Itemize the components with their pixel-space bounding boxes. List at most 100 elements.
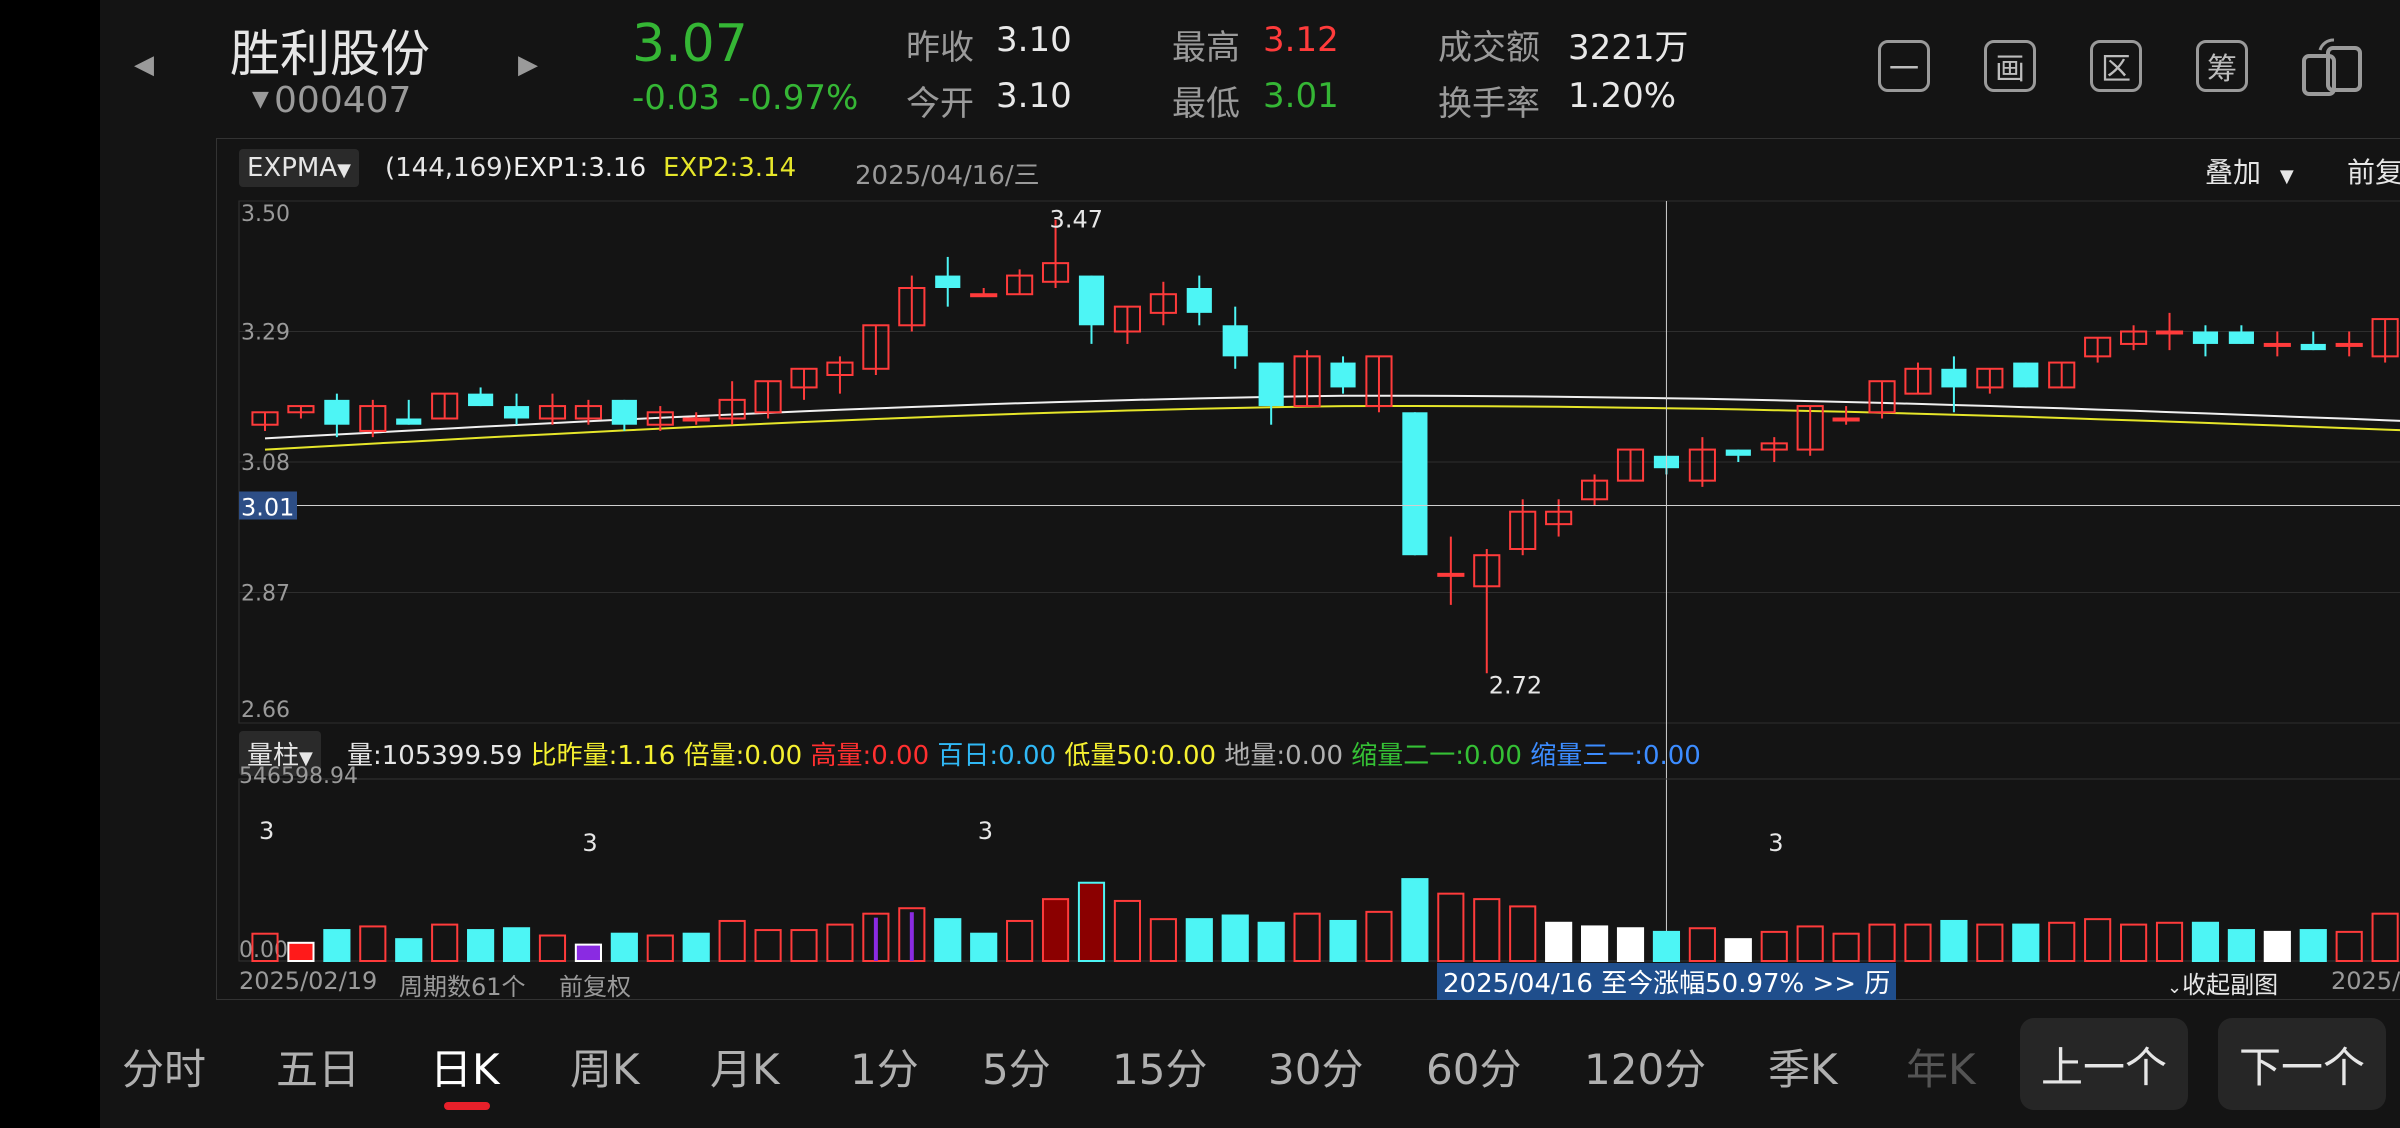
vol-item-low50: 低量50:0.00 bbox=[1064, 741, 1217, 771]
candle-body bbox=[1796, 405, 1824, 451]
volume-bar bbox=[2227, 929, 2255, 962]
candle-body bbox=[862, 324, 890, 370]
adjust-dropdown[interactable]: 前复权▼ bbox=[2347, 151, 2400, 191]
candle-body bbox=[790, 367, 818, 389]
tab-yearly-k[interactable]: 年K bbox=[1906, 1045, 1976, 1094]
start-date: 2025/02/19 bbox=[239, 967, 378, 995]
prev-close-value: 3.10 bbox=[996, 20, 1072, 60]
volume-bar bbox=[1401, 878, 1429, 962]
volume-bar bbox=[2299, 929, 2327, 962]
tab-120min[interactable]: 120分 bbox=[1584, 1045, 1707, 1094]
y-tick-label: 3.08 bbox=[241, 451, 290, 476]
volume-bar bbox=[251, 932, 279, 963]
tab-5min[interactable]: 5分 bbox=[982, 1045, 1051, 1094]
volume-bar bbox=[1365, 910, 1393, 962]
main-indicator-selector[interactable]: EXPMA▼ bbox=[239, 149, 359, 187]
overlay-dropdown[interactable]: 叠加 ▼ bbox=[2205, 151, 2294, 191]
candle-body bbox=[1293, 355, 1321, 408]
prev-close-label: 昨收 bbox=[906, 28, 974, 68]
volume-signal-mark: 3 bbox=[978, 817, 993, 845]
tab-five-day[interactable]: 五日 bbox=[276, 1045, 361, 1094]
candle-body bbox=[1078, 275, 1105, 326]
crosshair-price-label: 3.01 bbox=[241, 494, 294, 522]
y-tick-label: 3.50 bbox=[241, 202, 290, 227]
volume-bar bbox=[1149, 918, 1177, 963]
volume-bar bbox=[2371, 912, 2399, 962]
next-stock-arrow-icon[interactable]: ▶ bbox=[518, 50, 538, 80]
stock-app: ◀ 胜利股份 ▶ ▼ 000407 3.07 -0.03 -0.97% 昨收 3… bbox=[100, 0, 2400, 1128]
y-tick-label: 3.29 bbox=[241, 321, 290, 346]
volume-bar bbox=[1580, 925, 1609, 962]
caret-down-icon: ▼ bbox=[337, 160, 351, 181]
candle-body bbox=[718, 398, 746, 420]
tab-60min[interactable]: 60分 bbox=[1426, 1045, 1522, 1094]
volume-bar bbox=[1329, 919, 1357, 963]
volume-bar bbox=[754, 929, 782, 962]
vol-item-volume: 量:105399.59 bbox=[347, 741, 523, 771]
min-price-label: 2.72 bbox=[1489, 672, 1542, 700]
rotate-screen-icon[interactable] bbox=[2300, 36, 2364, 100]
candle-body bbox=[2263, 342, 2291, 347]
candle-body bbox=[1330, 362, 1356, 388]
candle-body bbox=[1545, 510, 1573, 526]
volume-bar bbox=[826, 923, 854, 962]
candle-body bbox=[1725, 449, 1751, 456]
volume-bar bbox=[1077, 881, 1106, 962]
volume-bar bbox=[467, 929, 495, 962]
draw-icon[interactable]: 画 bbox=[1984, 40, 2036, 92]
stock-code-selector[interactable]: ▼ 000407 bbox=[252, 80, 411, 121]
volume-bar bbox=[1616, 927, 1645, 962]
vol-item-double: 倍量:0.00 bbox=[683, 741, 803, 771]
range-gain-info[interactable]: 2025/04/16 至今涨幅50.97% >> 历 bbox=[1437, 963, 1897, 1000]
prev-stock-arrow-icon[interactable]: ◀ bbox=[134, 50, 154, 80]
chips-icon[interactable]: 筹 bbox=[2196, 40, 2248, 92]
candle-body bbox=[970, 293, 998, 298]
tab-daily-k[interactable]: 日K bbox=[430, 1045, 500, 1094]
candle-body bbox=[1149, 293, 1177, 314]
volume-bar bbox=[287, 941, 315, 962]
volume-indicator-name: 量柱 bbox=[247, 741, 300, 771]
volume-bar bbox=[1113, 899, 1142, 963]
tab-30min[interactable]: 30分 bbox=[1268, 1045, 1364, 1094]
prev-stock-button[interactable]: 上一个 bbox=[2020, 1018, 2188, 1110]
volume-bar bbox=[610, 932, 638, 963]
tab-1min[interactable]: 1分 bbox=[850, 1045, 919, 1094]
kline-chart-panel[interactable]: EXPMA▼ (144,169) EXP1:3.16 EXP2:3.14 202… bbox=[216, 138, 2400, 1001]
vol-item-ground: 地量:0.00 bbox=[1224, 741, 1343, 771]
volume-bar bbox=[1257, 921, 1285, 963]
candle-body bbox=[898, 287, 926, 327]
candle-body bbox=[1580, 479, 1609, 501]
candle-body bbox=[1365, 355, 1393, 408]
candle-body bbox=[826, 361, 854, 376]
collapse-subchart-button[interactable]: ⌄收起副图 bbox=[2167, 965, 2278, 1000]
volume-bar bbox=[1904, 923, 1932, 962]
open-label: 今开 bbox=[906, 84, 974, 124]
tab-weekly-k[interactable]: 周K bbox=[570, 1045, 640, 1094]
candle-body bbox=[574, 405, 602, 420]
tab-quarterly-k[interactable]: 季K bbox=[1768, 1045, 1838, 1094]
candle-body bbox=[611, 399, 637, 425]
caret-down-icon: ▼ bbox=[2279, 166, 2294, 187]
candle-body bbox=[1113, 305, 1142, 333]
minus-icon[interactable]: 一 bbox=[1878, 40, 1930, 92]
next-stock-button[interactable]: 下一个 bbox=[2218, 1018, 2386, 1110]
volume-indicator-selector[interactable]: 量柱▼ bbox=[239, 731, 321, 776]
candle-body bbox=[2048, 361, 2076, 389]
tab-monthly-k[interactable]: 月K bbox=[710, 1045, 780, 1094]
volume-bar bbox=[1796, 925, 1824, 962]
candle-body bbox=[324, 399, 350, 425]
volume-bar bbox=[1652, 930, 1681, 963]
volume-bar bbox=[1006, 919, 1034, 963]
candle-body bbox=[2120, 330, 2148, 345]
volume-bar bbox=[1832, 932, 1860, 963]
range-icon[interactable]: 区 bbox=[2090, 40, 2142, 92]
vol-item-shrink21: 缩量二一:0.00 bbox=[1351, 741, 1522, 771]
exp1-value: EXP1:3.16 bbox=[513, 153, 647, 183]
end-date: 2025/05/20 bbox=[2331, 967, 2400, 995]
tab-intraday[interactable]: 分时 bbox=[122, 1045, 207, 1094]
volume-indicator-values: 量:105399.59 比昨量:1.16 倍量:0.00 高量:0.00 百日:… bbox=[347, 735, 1701, 772]
tab-15min[interactable]: 15分 bbox=[1112, 1045, 1208, 1094]
kline-chart-canvas[interactable]: 3.50 3.29 3.08 2.87 2.66 3.47 2.72 3.01 546598.9… bbox=[217, 139, 2400, 999]
volume-signal-mark: 3 bbox=[1768, 829, 1783, 857]
candle-body bbox=[754, 380, 782, 414]
